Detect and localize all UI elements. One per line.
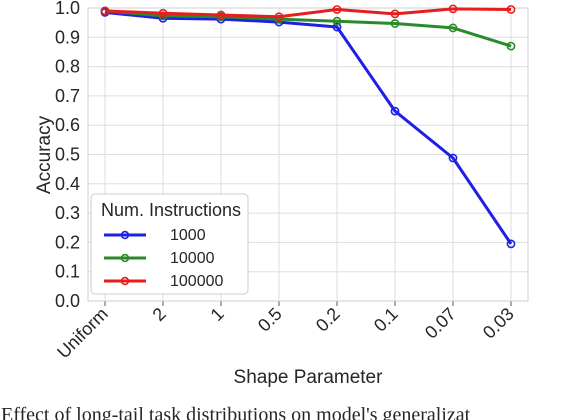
legend-label-100000: 100000: [170, 273, 223, 290]
x-tick-label: 2: [149, 304, 170, 325]
legend-label-1000: 1000: [170, 227, 206, 244]
legend-entries: 1000 10000 100000: [104, 227, 223, 290]
y-tick-label: 0.7: [55, 86, 80, 106]
y-tick-label: 0.3: [55, 203, 80, 223]
legend-marker-1000: [120, 230, 130, 240]
y-tick-label: 0.8: [55, 57, 80, 77]
y-tick-label: 0.0: [55, 291, 80, 311]
data-point-10000: [332, 16, 342, 26]
x-tick-label: 0.1: [370, 304, 402, 336]
x-tick-labels: Uniform 2 1 0.5 0.2 0.1 0.07 0.03: [53, 304, 518, 363]
data-point-100000: [332, 5, 342, 14]
data-point-100000: [216, 10, 226, 20]
y-tick-label: 0.2: [55, 232, 80, 252]
data-point-100000: [158, 8, 168, 18]
legend-title: Num. Instructions: [101, 200, 241, 220]
data-point-1000: [332, 22, 342, 32]
data-point-100000: [100, 6, 110, 16]
x-tick-label: 0.5: [254, 304, 286, 336]
x-tick-label: 1: [207, 304, 228, 325]
legend-box: [90, 193, 249, 295]
data-point-100000: [390, 9, 400, 19]
data-point-10000: [448, 23, 458, 33]
y-axis-title: Accuracy: [34, 115, 55, 194]
plot-frame: [87, 7, 529, 302]
figure-caption: Effect of long-tail task distributions o…: [1, 404, 471, 420]
y-tick-labels: 0.0 0.1 0.2 0.3 0.4 0.5 0.6 0.7 0.8 0.9 1.0: [55, 0, 80, 311]
data-point-100000: [274, 12, 284, 22]
data-point-1000: [390, 106, 400, 116]
legend-label-10000: 10000: [170, 250, 215, 267]
data-point-100000: [506, 5, 516, 14]
series-line-10000: [104, 9, 512, 48]
y-tick-label: 0.6: [55, 115, 80, 135]
series-layer: [100, 4, 516, 249]
x-tick-label: 0.03: [479, 304, 518, 343]
y-tick-label: 0.9: [55, 27, 80, 47]
data-point-10000: [506, 41, 516, 51]
x-axis-title: Shape Parameter: [234, 367, 384, 388]
y-tick-label: 1.0: [55, 0, 80, 18]
x-tick-label: Uniform: [53, 304, 112, 363]
y-tick-label: 0.4: [55, 174, 80, 194]
data-point-10000: [390, 19, 400, 28]
y-tick-label: 0.5: [55, 145, 80, 165]
y-tick-label: 0.1: [55, 262, 80, 282]
series-line-100000: [104, 7, 512, 19]
data-point-1000: [448, 153, 458, 163]
legend-marker-100000: [120, 276, 130, 286]
legend: Num. Instructions 1000 10000 100000: [90, 193, 249, 295]
series-line-1000: [104, 10, 513, 245]
x-tick-label: 0.07: [421, 304, 460, 343]
data-point-100000: [448, 4, 458, 14]
legend-marker-10000: [120, 253, 130, 263]
x-tick-label: 0.2: [312, 304, 344, 336]
data-point-1000: [506, 239, 516, 249]
